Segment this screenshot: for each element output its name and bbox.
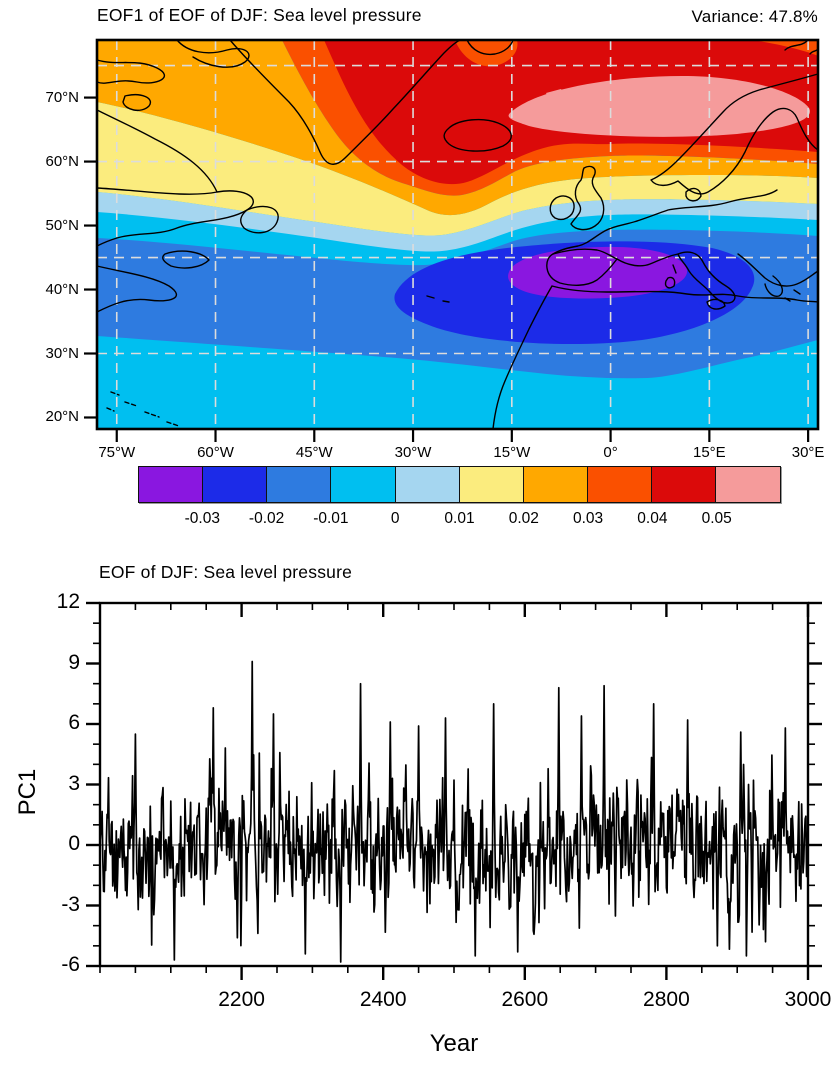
- year-axis-label: Year: [429, 1030, 479, 1057]
- coastline-north-america: [96, 109, 254, 313]
- year-tick-label: 3000: [784, 988, 832, 1011]
- timeseries-ticks: [86, 601, 822, 980]
- lon-tick-label: 60°W: [197, 444, 234, 461]
- colorbar-tick-label: -0.02: [248, 510, 285, 527]
- lat-tick-label: 30°N: [45, 344, 79, 362]
- lat-tick-label: 50°N: [45, 216, 79, 234]
- coastline-iceland: [443, 118, 512, 152]
- timeseries-title: EOF of DJF: Sea level pressure: [99, 562, 353, 582]
- coastline-north-africa: [492, 285, 819, 430]
- contour-fills: [97, 40, 818, 429]
- colorbar-cell: [715, 466, 782, 503]
- lat-tick-label: 40°N: [45, 280, 79, 298]
- year-tick-label: 2600: [501, 988, 549, 1011]
- year-tick-label: 2200: [218, 988, 265, 1011]
- colorbar: [138, 466, 782, 503]
- contour-level-lightblue: [97, 192, 818, 252]
- lon-tick-label: 45°W: [295, 444, 333, 461]
- coastline-italy: [677, 251, 736, 310]
- colorbar-cell: [587, 466, 653, 503]
- lon-tick-label: 15°W: [493, 444, 531, 461]
- pc1-tick-label: -3: [61, 892, 80, 916]
- lon-tick-label: 15°E: [692, 444, 726, 461]
- pc1-tick-label: -6: [61, 953, 80, 976]
- coastline-corsica-sardinia: [664, 264, 677, 289]
- coastline-denmark-baltic: [636, 187, 778, 222]
- coastline-newfoundland: [240, 205, 279, 234]
- year-tick-label: 2400: [359, 988, 407, 1011]
- contour-level-orange: [97, 40, 818, 216]
- colorbar-tick-label: -0.03: [184, 510, 220, 527]
- colorbar-cell: [266, 466, 332, 503]
- coastline-mediterranean-france: [616, 253, 679, 267]
- colorbar-cell: [138, 466, 204, 503]
- lon-tick-label: 75°W: [98, 444, 136, 461]
- colorbar-cell: [202, 466, 268, 503]
- colorbar-tick-label: 0.01: [444, 510, 475, 527]
- lon-tick-label: 30°W: [394, 444, 432, 461]
- pc1-axis-label: PC1: [14, 768, 41, 816]
- colorbar-cell: [394, 466, 461, 503]
- coastline-scandinavia: [650, 73, 819, 195]
- coastline-azores: [426, 295, 450, 303]
- coastline-caribbean-islands: [106, 391, 180, 427]
- pc1-tick-label: 3: [68, 771, 80, 795]
- coastlines: [96, 39, 819, 430]
- contour-pink-sliver: [546, 89, 563, 97]
- coastline-greenland: [229, 39, 514, 165]
- map-border: [95, 38, 820, 431]
- year-tick-label: 2800: [643, 988, 690, 1011]
- coastline-arctic-islands: [96, 39, 250, 112]
- colorbar-tick-label: 0.05: [701, 510, 732, 527]
- pc1-tick-label: 9: [68, 650, 80, 674]
- map-plot: [84, 38, 820, 442]
- contour-level-pink: [508, 76, 811, 137]
- lat-tick-label: 20°N: [45, 408, 79, 426]
- variance-label: Variance: 47.8%: [691, 7, 818, 26]
- pc1-tick-label: 0: [68, 832, 80, 855]
- pc1-tick-label: 12: [56, 590, 80, 613]
- lat-tick-label: 60°N: [45, 152, 79, 170]
- coastline-balkans-greece: [737, 253, 819, 302]
- coastline-france: [552, 220, 638, 255]
- timeseries-plot: [86, 601, 822, 980]
- colorbar-cell: [651, 466, 717, 503]
- lon-tick-label: 0°: [603, 444, 618, 461]
- colorbar-cell: [522, 466, 589, 503]
- map-ticks: [84, 96, 810, 442]
- pc1-series-line: [99, 660, 809, 963]
- contour-level-yellow: [97, 102, 818, 236]
- coastline-britain: [570, 165, 605, 231]
- pc1-tick-label: 6: [68, 711, 80, 734]
- colorbar-tick-label: -0.01: [313, 510, 349, 527]
- colorbar-tick-label: 0.04: [637, 510, 668, 527]
- lat-tick-label: 70°N: [45, 88, 79, 106]
- map-title: EOF1 of EOF of DJF: Sea level pressure: [97, 5, 422, 25]
- colorbar-tick-label: 0: [390, 510, 400, 527]
- map-gridlines: [97, 40, 818, 429]
- colorbar-tick-label: 0.03: [573, 510, 604, 527]
- coastline-ireland: [549, 195, 575, 221]
- coastline-nova-scotia: [162, 250, 210, 269]
- colorbar-cell: [458, 466, 525, 503]
- colorbar-tick-label: 0.02: [508, 510, 539, 527]
- lon-tick-label: 30°E: [791, 444, 825, 461]
- colorbar-cell: [330, 466, 397, 503]
- coastline-iberia: [546, 248, 618, 286]
